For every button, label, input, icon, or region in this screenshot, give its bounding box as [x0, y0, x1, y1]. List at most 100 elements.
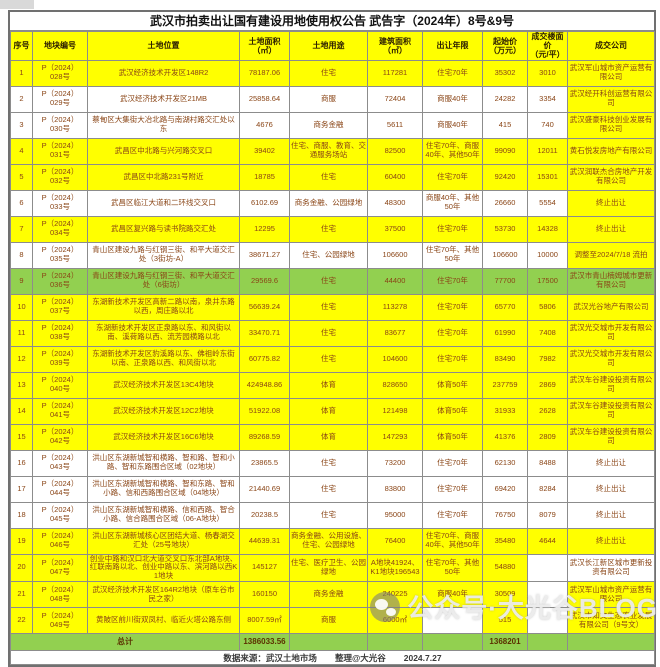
cell-land-area: 39402: [239, 137, 290, 165]
total-empty: [567, 633, 655, 652]
cell-tenure: 住宅70年: [422, 267, 483, 295]
cell-floor-price: 2628: [527, 397, 568, 425]
cell-land-use: 住宅: [289, 215, 368, 243]
cell-tenure: 体育50年: [422, 423, 483, 451]
footer-editor: 整理@大光谷: [334, 652, 386, 663]
cell-floor-price: 17500: [527, 267, 568, 295]
cell-start-price: 77700: [482, 267, 528, 295]
cell-land-area: 18785: [239, 163, 290, 191]
total-empty: [289, 633, 368, 652]
cell-floor-price: 15301: [527, 163, 568, 191]
cell-building-area: A地块41924、K1地块196543: [367, 553, 423, 583]
cell-floor-price: 12011: [527, 137, 568, 165]
total-empty: [367, 633, 423, 652]
cell-land-area: 4676: [239, 111, 290, 139]
cell-company: 终止出让: [567, 215, 655, 243]
cell-start-price: 41376: [482, 423, 528, 451]
cell-plot-number: P（2024） 032号: [32, 163, 88, 191]
cell-floor-price: [527, 581, 568, 609]
cell-location: 蔡甸区大集街大冶北路与南湖村路交汇处以东: [87, 111, 240, 139]
cell-land-use: 体育: [289, 423, 368, 451]
cell-building-area: 72404: [367, 85, 423, 113]
cell-floor-price: [527, 607, 568, 635]
cell-land-use: 体育: [289, 371, 368, 399]
cell-seq: 2: [10, 85, 33, 113]
cell-seq: 1: [10, 59, 33, 87]
table-row: 4 P（2024） 031号 武昌区中北路与兴河路交叉口 39402 住宅、商服、教育、交…: [10, 137, 655, 165]
cell-building-area: 240225: [367, 581, 423, 609]
column-header-1: 地块编号: [32, 31, 88, 61]
cell-land-area: 89268.59: [239, 423, 290, 451]
cell-location: 洪山区东湖新城智和横路、智和路、智和小路、智和东路围合区域（02地块）: [87, 449, 240, 477]
footer-date: 2024.7.27: [403, 652, 442, 663]
cell-floor-price: [527, 553, 568, 583]
cell-building-area: 5611: [367, 111, 423, 139]
cell-floor-price: 5554: [527, 189, 568, 217]
cell-plot-number: P（2024） 042号: [32, 423, 88, 451]
cell-start-price: 53730: [482, 215, 528, 243]
cell-start-price: 31933: [482, 397, 528, 425]
cell-location: 洪山区东湖新城智和横路、信和西路、智合小路、信合路围合区域（06-A地块）: [87, 501, 240, 529]
cell-land-area: 44639.31: [239, 527, 290, 555]
cell-seq: 9: [10, 267, 33, 295]
cell-land-area: 56639.24: [239, 293, 290, 321]
cell-tenure: 住宅70年: [422, 163, 483, 191]
table-row: 16 P（2024） 043号 洪山区东湖新城智和横路、智和路、智和小路、智和东路围合…: [10, 449, 655, 477]
cell-start-price: 515: [482, 607, 528, 635]
column-header-5: 建筑面积 （㎡）: [367, 31, 423, 61]
cell-location: 武昌区中北路与兴河路交叉口: [87, 137, 240, 165]
cell-company: 武汉光交城市开发有限公司: [567, 319, 655, 347]
cell-land-use: 住宅: [289, 501, 368, 529]
cell-location: 武汉经济技术开发区12C2地块: [87, 397, 240, 425]
table-row: 14 P（2024） 041号 武汉经济技术开发区12C2地块 51922.08 体育 12…: [10, 397, 655, 425]
cell-location: 武昌区临江大道和二环线交叉口: [87, 189, 240, 217]
table-row: 15 P（2024） 042号 武汉经济技术开发区16C6地块 89268.59 体育 14…: [10, 423, 655, 451]
cell-land-area: 20238.5: [239, 501, 290, 529]
table-row: 2 P（2024） 029号 武汉经济技术开发区21MB 25858.64 商服 72404…: [10, 85, 655, 113]
cell-floor-price: 8079: [527, 501, 568, 529]
column-header-2: 土地位置: [87, 31, 240, 61]
cell-land-use: 住宅: [289, 293, 368, 321]
cell-land-area: 51922.08: [239, 397, 290, 425]
cell-plot-number: P（2024） 043号: [32, 449, 88, 477]
cell-seq: 14: [10, 397, 33, 425]
table-row: 11 P（2024） 038号 东湖新技术开发区正泉路以东、和风街以南、溪荷路以西、流…: [10, 319, 655, 347]
cell-floor-price: 740: [527, 111, 568, 139]
cell-seq: 20: [10, 553, 33, 583]
cell-plot-number: P（2024） 028号: [32, 59, 88, 87]
cell-plot-number: P（2024） 040号: [32, 371, 88, 399]
cell-land-use: 住宅、医疗卫生、公园绿地: [289, 553, 368, 583]
cell-company: 黄石悦发房地产有限公司: [567, 137, 655, 165]
total-empty: [527, 633, 568, 652]
cell-location: 武汉经济技术开发区164R2地块（原车谷市民之家）: [87, 581, 240, 609]
cell-plot-number: P（2024） 029号: [32, 85, 88, 113]
cell-tenure: 商服40年: [422, 111, 483, 139]
cell-company: 武汉车谷建设投资有限公司: [567, 397, 655, 425]
cell-land-area: 25858.64: [239, 85, 290, 113]
announcement-sheet: 武汉市拍卖出让国有建设用地使用权公告 武告字（2024年）8号&9号 序号 地块编…: [8, 10, 656, 667]
table-row: 7 P（2024） 034号 武昌区复兴路与读书院路交汇处 12295 住宅 37500 住宅…: [10, 215, 655, 243]
cell-seq: 6: [10, 189, 33, 217]
cell-building-area: 113278: [367, 293, 423, 321]
page-corner-artifact: [0, 0, 34, 9]
cell-tenure: 住宅70年: [422, 319, 483, 347]
cell-company: 终止出让: [567, 449, 655, 477]
cell-location: 武汉经济技术开发区13C4地块: [87, 371, 240, 399]
cell-company: 终止出让: [567, 189, 655, 217]
cell-building-area: 147293: [367, 423, 423, 451]
cell-building-area: 106600: [367, 241, 423, 269]
cell-company: 武汉经开科创运营有限公司: [567, 85, 655, 113]
cell-building-area: 828650: [367, 371, 423, 399]
cell-start-price: 92420: [482, 163, 528, 191]
column-header-3: 土地面积 （㎡）: [239, 31, 290, 61]
land-auction-table: 序号 地块编号 土地位置 土地面积 （㎡） 土地用途 建筑面积 （㎡） 出让年限 起始价 （万元）成…: [10, 31, 655, 666]
cell-seq: 21: [10, 581, 33, 609]
table-header: 序号 地块编号 土地位置 土地面积 （㎡） 土地用途 建筑面积 （㎡） 出让年限 起始价 （万元）成…: [10, 31, 655, 61]
cell-tenure: 商服40年、其他50年: [422, 189, 483, 217]
cell-start-price: 62130: [482, 449, 528, 477]
cell-location: 青山区建设九路与红钢三街、和平大道交汇处（6街坊）: [87, 267, 240, 295]
cell-seq: 10: [10, 293, 33, 321]
cell-plot-number: P（2024） 034号: [32, 215, 88, 243]
cell-company: 武汉盛豪科技创业发展有限公司: [567, 111, 655, 139]
cell-land-use: 商服: [289, 607, 368, 635]
